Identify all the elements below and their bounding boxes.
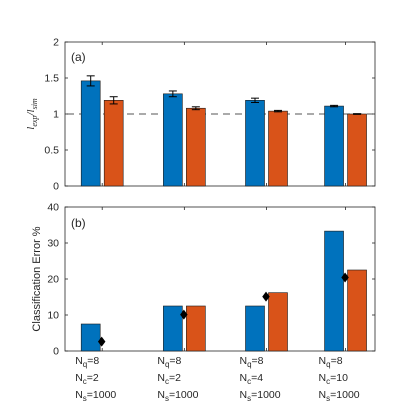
panel-b-markers bbox=[97, 272, 349, 347]
panel-b-bar-series1 bbox=[80, 323, 101, 352]
panel-a-ytick-label: 1.5 bbox=[44, 73, 59, 85]
panel-b-bar-series1 bbox=[324, 230, 344, 352]
panel-b-ytick-label: 10 bbox=[47, 310, 59, 322]
category-label-line: Nq=8 bbox=[240, 355, 264, 369]
category-label-line: Nc=10 bbox=[319, 372, 349, 386]
panel-a-bars bbox=[80, 75, 367, 187]
panel-a-bar-series1 bbox=[80, 80, 101, 187]
panel-a-ylabel: lexp/lsim bbox=[25, 98, 39, 130]
panel-a-ytick-label: 1 bbox=[53, 109, 59, 121]
panel-b-bars bbox=[80, 230, 367, 352]
panel-a-ytick-label: 2 bbox=[53, 37, 59, 49]
category-label-line: Nc=2 bbox=[75, 372, 99, 386]
panel-b-label: (b) bbox=[71, 216, 86, 230]
panel-a-yticks: 0 0.5 1 1.5 2 bbox=[44, 37, 375, 193]
panel-b-ytick-label: 30 bbox=[47, 238, 59, 250]
category-labels: Nq=8 Nc=2 Ns=1000 Nq=8 Nc=2 Ns=1000 Nq=8 Nc=4 Ns… bbox=[75, 355, 360, 403]
category-label-line: Ns=1000 bbox=[319, 389, 360, 403]
panel-a: 0 0.5 1 1.5 2 (a) lexp/lsim bbox=[25, 37, 376, 193]
panel-a-bar-series2 bbox=[103, 100, 124, 187]
panel-b-ytick-label: 40 bbox=[47, 202, 59, 214]
panel-b-diamond-marker bbox=[97, 336, 106, 347]
category-label-line: Ns=1000 bbox=[157, 389, 198, 403]
panel-b-diamond-marker bbox=[341, 272, 349, 283]
panel-b-diamond-marker bbox=[180, 309, 188, 320]
panel-b-yticks: 0 10 20 30 40 bbox=[47, 202, 375, 358]
panel-b: 0 10 20 30 40 (b) Classification Error % bbox=[31, 202, 376, 358]
panel-b-bar-series1 bbox=[163, 305, 183, 352]
panel-b-bar-series2 bbox=[268, 292, 288, 352]
panel-a-bar-series2 bbox=[347, 113, 367, 187]
panel-b-bar-series1 bbox=[245, 305, 265, 352]
category-label-line: Ns=1000 bbox=[75, 389, 116, 403]
panel-a-bar-series2 bbox=[268, 110, 288, 187]
panel-a-ytick-label: 0 bbox=[53, 181, 59, 193]
panel-a-bar-series1 bbox=[163, 93, 183, 187]
category-label-line: Nq=8 bbox=[75, 355, 99, 369]
panel-b-bar-series2 bbox=[186, 305, 206, 352]
panel-a-bar-series2 bbox=[186, 107, 206, 187]
category-label-line: Nq=8 bbox=[157, 355, 181, 369]
panel-a-bar-series1 bbox=[324, 105, 344, 187]
panel-b-ytick-label: 0 bbox=[53, 346, 59, 358]
panel-a-ytick-label: 0.5 bbox=[44, 145, 59, 157]
panel-a-bar-series1 bbox=[245, 100, 265, 187]
panel-b-bar-series2 bbox=[347, 269, 367, 352]
panel-b-ylabel: Classification Error % bbox=[31, 226, 43, 331]
category-label-line: Nc=4 bbox=[240, 372, 264, 386]
category-label-line: Nq=8 bbox=[319, 355, 343, 369]
category-label-line: Ns=1000 bbox=[240, 389, 281, 403]
panel-b-diamond-marker bbox=[262, 291, 270, 302]
category-label-line: Nc=2 bbox=[157, 372, 181, 386]
panel-b-ytick-label: 20 bbox=[47, 274, 59, 286]
panel-a-label: (a) bbox=[71, 50, 86, 64]
